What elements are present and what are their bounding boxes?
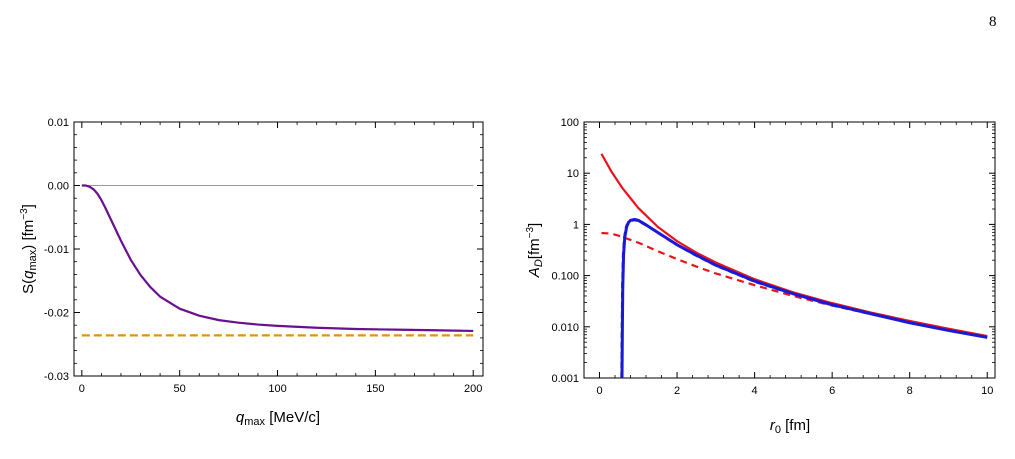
x-tick-label: 0 xyxy=(596,385,602,397)
y-tick-label: -0.03 xyxy=(44,371,69,383)
series-purple-solid xyxy=(81,184,474,333)
y-tick-label: -0.02 xyxy=(44,308,69,320)
right-series xyxy=(600,153,988,379)
left-y-axis-label: S(qmax) [fm−3] xyxy=(19,204,39,294)
x-tick-label: 2 xyxy=(674,385,680,397)
x-tick-label: 4 xyxy=(752,385,758,397)
right-y-axis-label: AD[fm−3] xyxy=(525,223,545,278)
right-chart: 0 2 4 6 8 10 0.001 0.010 0.100 1 10 100 r0 [fm] AD[… xyxy=(525,117,996,436)
y-tick-label: 10 xyxy=(567,168,579,180)
series-blue-solid xyxy=(620,217,988,379)
y-tick-label: -0.01 xyxy=(44,244,69,256)
right-ticks: 0 2 4 6 8 10 0.001 0.010 0.100 1 10 100 xyxy=(551,117,995,397)
x-tick-label: 8 xyxy=(907,385,913,397)
x-tick-label: 6 xyxy=(829,385,835,397)
x-tick-label: 10 xyxy=(981,385,993,397)
series-red-dashed xyxy=(601,231,988,338)
series-red-solid xyxy=(600,153,988,338)
y-tick-label: 0.100 xyxy=(551,271,579,283)
y-tick-label: 0.01 xyxy=(48,117,69,129)
left-ticks: 0 50 100 150 200 -0.03 -0.02 -0.01 0.00 0.01 xyxy=(44,117,483,395)
series-blue-dashed xyxy=(620,219,988,379)
y-tick-label: 100 xyxy=(561,117,579,129)
y-tick-label: 0.010 xyxy=(551,322,579,334)
y-tick-label: 1 xyxy=(573,219,579,231)
y-tick-label: 0.00 xyxy=(48,181,69,193)
y-tick-label: 0.001 xyxy=(551,373,579,385)
left-plot-frame xyxy=(73,121,484,377)
right-plot-frame xyxy=(583,121,996,379)
x-tick-label: 50 xyxy=(174,383,186,395)
right-x-axis-label: r0 [fm] xyxy=(770,417,810,436)
x-tick-label: 100 xyxy=(268,383,286,395)
x-tick-label: 0 xyxy=(79,383,85,395)
left-series xyxy=(81,184,474,337)
page-number: 8 xyxy=(989,14,997,30)
left-chart: 0 50 100 150 200 -0.03 -0.02 -0.01 0.00 0.01 qmax… xyxy=(19,117,484,428)
x-tick-label: 200 xyxy=(464,383,482,395)
x-tick-label: 150 xyxy=(366,383,384,395)
left-x-axis-label: qmax [MeV/c] xyxy=(236,409,320,428)
